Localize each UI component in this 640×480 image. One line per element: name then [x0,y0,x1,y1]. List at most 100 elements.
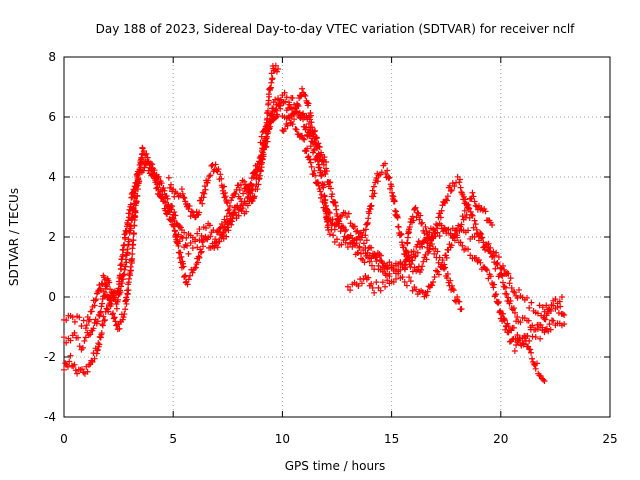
data-point [370,193,377,200]
data-point [423,228,430,235]
data-point [506,280,513,287]
data-point [314,144,321,151]
data-point [374,178,381,185]
data-point [159,191,166,198]
data-point [202,224,209,231]
data-point [160,184,167,191]
data-point [84,368,91,375]
data-point [434,222,441,229]
data-point [128,267,135,274]
data-point [134,193,141,200]
x-tick-label: 20 [493,432,508,446]
data-point [261,125,268,132]
data-point [96,341,103,348]
data-point [510,324,517,331]
data-point [465,246,472,253]
data-point [83,322,90,329]
axis-ticks [63,56,611,418]
data-point [300,135,307,142]
data-point [179,190,186,197]
data-point [305,100,312,107]
data-point [495,300,502,307]
data-point [136,178,143,185]
data-point [423,256,430,263]
data-point [316,143,323,150]
data-point [402,257,409,264]
data-point [448,282,455,289]
data-point [356,243,363,250]
data-point [501,317,508,324]
data-point [472,221,479,228]
data-point [202,186,209,193]
data-point [199,189,206,196]
data-point [215,238,222,245]
data-point [119,280,126,287]
data-point [436,232,443,239]
data-point [373,279,380,286]
data-point [299,132,306,139]
y-tick-label: 6 [48,110,56,124]
y-tick-label: 4 [48,170,56,184]
data-point [103,305,110,312]
data-point [554,304,561,311]
data-point [510,305,517,312]
data-point [109,290,116,297]
data-point [179,234,186,241]
data-point [456,298,463,305]
data-point [221,216,228,223]
data-point [213,229,220,236]
data-point [492,291,499,298]
data-point [403,249,410,256]
data-point [499,318,506,325]
data-point [513,341,520,348]
data-point [399,274,406,281]
data-point [448,242,455,249]
data-point [394,214,401,221]
data-point [344,233,351,240]
x-tick-label: 5 [169,432,177,446]
data-point [74,334,81,341]
data-point [365,274,372,281]
data-point [358,280,365,287]
data-point [548,307,555,314]
data-point [312,172,319,179]
data-point [101,276,108,283]
data-point [351,223,358,230]
data-point [391,198,398,205]
data-point [63,339,70,346]
data-point [307,159,314,166]
data-point [505,323,512,330]
data-point [175,242,182,249]
data-point [542,316,549,323]
data-point [458,306,465,312]
data-point [482,246,489,253]
data-point [125,287,132,294]
data-point [273,68,280,75]
x-tick-label: 15 [384,432,399,446]
data-point [422,223,429,230]
data-point [205,177,212,184]
data-point [189,269,196,276]
data-point [200,194,207,201]
data-point [180,194,187,201]
data-point [432,230,439,237]
data-point [424,288,431,295]
data-point [107,286,114,293]
data-point [543,312,550,319]
data-point [550,302,557,309]
data-point [454,294,461,301]
data-point [279,127,286,134]
data-point [456,227,463,234]
data-point [200,243,207,250]
data-point [443,254,450,261]
data-point [153,176,160,183]
data-point [457,184,464,191]
data-point [273,107,280,114]
data-point [64,363,71,370]
data-point [409,213,416,220]
data-point [402,264,409,271]
data-point [503,291,510,298]
data-point [469,189,476,196]
data-point [321,199,328,206]
y-tick-label: 8 [48,50,56,64]
